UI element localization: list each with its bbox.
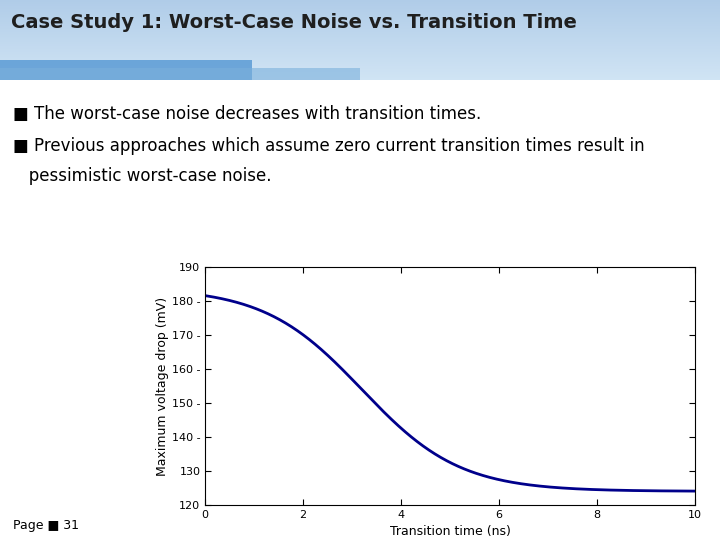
Bar (0, 7, 720, 8)
Bar (0, 71, 720, 72)
Bar (0, 37, 720, 38)
Bar (0, 60, 720, 62)
Bar (0, 46, 720, 47)
Bar (0, 13, 720, 14)
Bar (0, 26, 720, 27)
Bar (0, 58, 720, 59)
Bar (0, 24, 720, 25)
Bar (0, 20, 720, 21)
Y-axis label: Maximum voltage drop (mV): Maximum voltage drop (mV) (156, 296, 169, 476)
Bar (0, 57, 720, 58)
Bar (0, 76, 720, 77)
Bar (0, 31, 720, 32)
Text: Case Study 1: Worst-Case Noise vs. Transition Time: Case Study 1: Worst-Case Noise vs. Trans… (11, 13, 577, 32)
Bar (0, 48, 720, 49)
Bar (0, 5, 720, 6)
Bar (0, 70, 720, 71)
Bar (0, 77, 720, 78)
Bar (0, 28, 720, 29)
Text: ■ Previous approaches which assume zero current transition times result in: ■ Previous approaches which assume zero … (13, 137, 644, 156)
Bar (0, 11, 720, 12)
Bar (0, 64, 720, 65)
Bar (0, 35, 720, 36)
Bar (0, 78, 720, 79)
Bar (0, 16, 720, 17)
Bar (0, 4, 720, 5)
Bar (0, 39, 720, 40)
Bar (0, 32, 720, 33)
Bar (0, 72, 720, 73)
Bar (0, 22, 720, 23)
Bar (0, 21, 720, 22)
Bar (0, 29, 720, 30)
Bar (0, 1, 720, 2)
Bar (0, 19, 720, 20)
Bar (0, 2, 720, 3)
Bar (0, 25, 720, 26)
Bar (0, 3, 720, 4)
Bar (0, 38, 720, 39)
Text: Page ■ 31: Page ■ 31 (13, 519, 79, 532)
Bar (0, 67, 720, 68)
Bar (0, 44, 720, 45)
Bar (0, 65, 720, 66)
Bar (0, 63, 720, 64)
Bar (0, 27, 720, 28)
Bar (0, 69, 720, 70)
Bar (0, 68, 360, 80)
Bar (0, 36, 720, 37)
X-axis label: Transition time (ns): Transition time (ns) (390, 525, 510, 538)
Bar (0, 9, 720, 10)
Bar (0, 53, 720, 55)
Bar (0, 79, 720, 80)
Text: ■ The worst-case noise decreases with transition times.: ■ The worst-case noise decreases with tr… (13, 105, 481, 123)
Bar (0, 51, 720, 52)
Bar (0, 45, 720, 46)
Bar (0, 75, 720, 76)
Bar (0, 6, 720, 7)
Bar (0, 33, 720, 35)
Text: pessimistic worst-case noise.: pessimistic worst-case noise. (13, 167, 271, 185)
Bar (0, 60, 252, 80)
Bar (0, 18, 720, 19)
Bar (0, 68, 720, 69)
Bar (0, 62, 720, 63)
Bar (0, 66, 720, 67)
Bar (0, 42, 720, 43)
Bar (0, 17, 720, 18)
Bar (0, 50, 720, 51)
Bar (0, 15, 720, 16)
Bar (0, 49, 720, 50)
Bar (0, 23, 720, 24)
Bar (0, 73, 720, 75)
Bar (0, 59, 720, 60)
Bar (0, 10, 720, 11)
Bar (0, 43, 720, 44)
Bar (0, 47, 720, 48)
Bar (0, 56, 720, 57)
Bar (0, 40, 720, 42)
Bar (0, 52, 720, 53)
Bar (0, 0, 720, 1)
Bar (0, 55, 720, 56)
Bar (0, 14, 720, 15)
Bar (0, 12, 720, 13)
Bar (0, 30, 720, 31)
Bar (0, 8, 720, 9)
